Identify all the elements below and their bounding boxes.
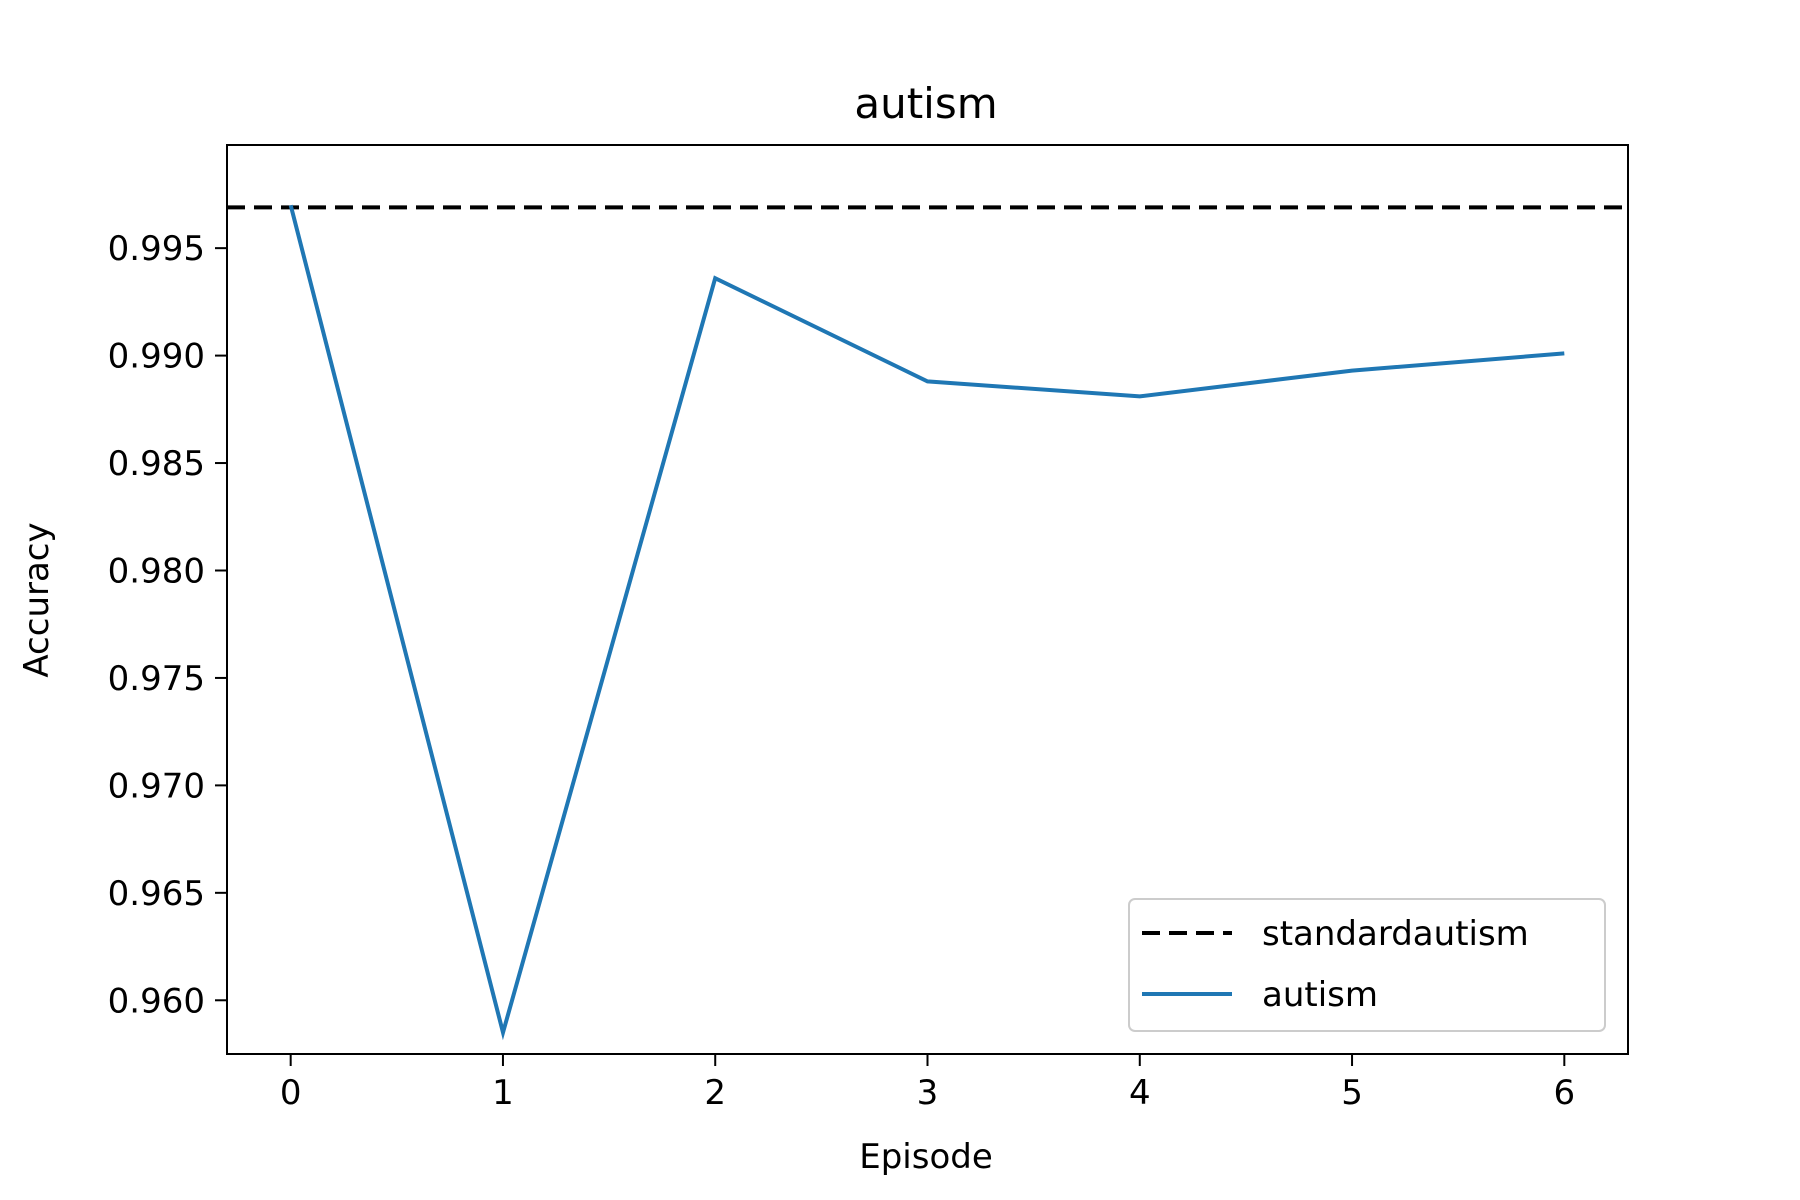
chart-title: autism: [854, 79, 997, 128]
x-axis-label: Episode: [859, 1137, 993, 1177]
autism-data-point: [1138, 394, 1142, 398]
autism-data-point: [289, 203, 293, 207]
y-axis: 0.960 0.965 0.970 0.975 0.980 0.985 0.990 0.995: [108, 229, 227, 1021]
autism-data-point: [1562, 351, 1566, 355]
x-tick-label: 4: [1129, 1073, 1151, 1113]
y-tick-label: 0.985: [108, 444, 205, 484]
legend-label-autism: autism: [1262, 975, 1378, 1015]
y-tick-label: 0.995: [108, 229, 205, 269]
y-tick-label: 0.975: [108, 659, 205, 699]
x-tick-label: 1: [492, 1073, 514, 1113]
y-tick-label: 0.970: [108, 766, 205, 806]
y-axis-label: Accuracy: [17, 522, 57, 677]
y-tick-label: 0.990: [108, 337, 205, 377]
autism-data-point: [926, 379, 930, 383]
autism-data-point: [1350, 369, 1354, 373]
legend: standardautism autism: [1128, 898, 1606, 1032]
legend-box: [1128, 898, 1606, 1032]
legend-label-standardautism: standardautism: [1262, 914, 1529, 954]
y-tick-label: 0.980: [108, 551, 205, 591]
x-tick-label: 5: [1341, 1073, 1363, 1113]
x-tick-label: 0: [280, 1073, 302, 1113]
y-tick-label: 0.960: [108, 981, 205, 1021]
series-group: [288, 203, 1566, 1041]
x-tick-label: 6: [1553, 1073, 1575, 1113]
x-tick-label: 2: [704, 1073, 726, 1113]
autism-series-line: [288, 204, 1565, 1041]
y-tick-label: 0.965: [108, 874, 205, 914]
autism-data-point: [501, 1031, 505, 1035]
x-tick-label: 3: [917, 1073, 939, 1113]
autism-data-point: [713, 276, 717, 280]
x-axis: 0 1 2 3 4 5 6: [280, 1054, 1575, 1113]
